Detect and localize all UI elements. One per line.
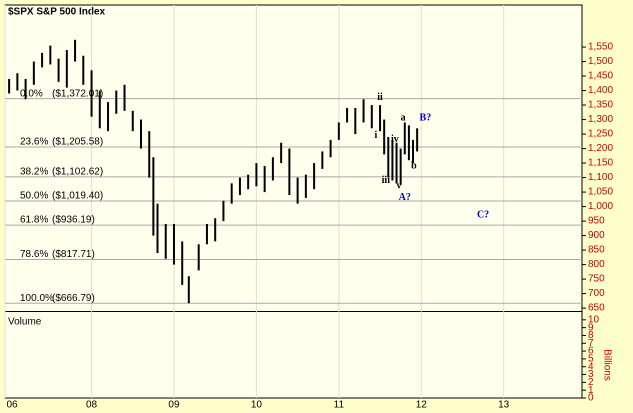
wave-label: a <box>401 112 406 123</box>
plot-area <box>4 4 583 399</box>
y-tick-label: 900 <box>588 230 605 241</box>
y2-tick-label: 0 <box>588 393 594 404</box>
y-tick-label: 1,500 <box>588 56 613 67</box>
fib-label: 0.0% <box>20 88 43 99</box>
x-tick-label: 08 <box>86 400 98 411</box>
fib-price-label: ($1,372.01) <box>52 88 103 99</box>
x-tick-label: 13 <box>498 400 510 411</box>
y-tick-label: 850 <box>588 245 605 256</box>
wave-label: A? <box>399 192 411 203</box>
fib-price-label: ($1,102.62) <box>52 166 103 177</box>
y2-tick-label: 1 <box>588 385 594 396</box>
y2-tick-label: 4 <box>588 361 594 372</box>
y-tick-label: 950 <box>588 216 605 227</box>
wave-label: v <box>397 181 402 192</box>
fib-label: 23.6% <box>20 137 48 148</box>
y2-tick-label: 5 <box>588 354 594 365</box>
fib-label: 38.2% <box>20 166 48 177</box>
y-tick-label: 700 <box>588 288 605 299</box>
x-tick-label: 11 <box>334 400 345 411</box>
x-tick-label: 12 <box>416 400 428 411</box>
fib-price-label: ($1,019.40) <box>52 191 103 202</box>
y2-tick-label: 8 <box>588 330 594 341</box>
y-tick-label: 1,550 <box>588 42 613 53</box>
y-tick-label: 1,100 <box>588 172 613 183</box>
x-tick-label: 10 <box>251 400 263 411</box>
fib-label: 100.0% <box>20 293 54 304</box>
y2-axis-label: Billions <box>601 349 612 381</box>
y2-tick-label: 7 <box>588 338 594 349</box>
wave-label: iv <box>391 134 399 145</box>
y-tick-label: 1,450 <box>588 71 613 82</box>
fib-label: 50.0% <box>20 191 48 202</box>
volume-label: Volume <box>8 317 42 328</box>
y-tick-label: 1,350 <box>588 100 613 111</box>
fib-price-label: ($1,205.58) <box>52 137 103 148</box>
fib-label: 61.8% <box>20 215 48 226</box>
y2-tick-label: 3 <box>588 369 594 380</box>
wave-label: iii <box>382 175 391 186</box>
y-tick-label: 1,400 <box>588 85 613 96</box>
y2-tick-label: 2 <box>588 377 594 388</box>
y2-tick-label: 9 <box>588 322 594 333</box>
wave-label: ii <box>377 92 383 103</box>
y-tick-label: 1,200 <box>588 143 613 154</box>
wave-label: B? <box>420 112 432 123</box>
y2-tick-label: 6 <box>588 346 594 357</box>
fib-label: 78.6% <box>20 249 48 260</box>
fib-price-label: ($936.19) <box>52 215 95 226</box>
fib-price-label: ($666.79) <box>52 293 95 304</box>
y-tick-label: 750 <box>588 274 605 285</box>
wave-label: C? <box>477 210 489 221</box>
x-tick-label: 09 <box>168 400 180 411</box>
wave-label: b <box>411 160 417 171</box>
fib-price-label: ($817.71) <box>52 249 95 260</box>
y-tick-label: 1,300 <box>588 114 613 125</box>
chart-title: $SPX S&P 500 Index <box>8 7 106 18</box>
y-tick-label: 800 <box>588 259 605 270</box>
y-tick-label: 1,050 <box>588 187 613 198</box>
y2-tick-label: 10 <box>588 314 600 325</box>
x-tick-label: 06 <box>6 400 18 411</box>
wave-label: i <box>375 130 378 141</box>
y-tick-label: 1,250 <box>588 129 613 140</box>
y-tick-label: 1,000 <box>588 201 613 212</box>
y-tick-label: 650 <box>588 303 605 314</box>
y-tick-label: 1,150 <box>588 158 613 169</box>
